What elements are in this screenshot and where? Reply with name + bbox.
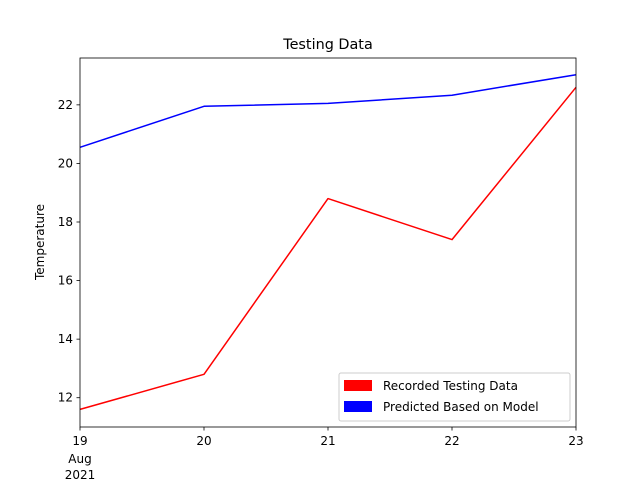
legend-label-1: Recorded Testing Data	[383, 379, 518, 393]
y-tick-label: 18	[58, 215, 73, 229]
y-tick-label: 14	[58, 332, 73, 346]
x-tick-sublabel: Aug	[68, 452, 91, 466]
y-tick-label: 16	[58, 274, 73, 288]
series-line-2	[79, 73, 577, 149]
x-tick-label: 22	[444, 434, 459, 448]
chart-title: Testing Data	[282, 37, 373, 53]
x-tick-label: 21	[320, 434, 335, 448]
legend-swatch-1	[344, 380, 372, 391]
series-layer	[79, 73, 577, 411]
legend-swatch-2	[344, 401, 372, 412]
legend-box	[338, 372, 571, 422]
x-tick-label: 20	[196, 434, 211, 448]
x-tick-label: 19	[72, 434, 87, 448]
y-tick-label: 22	[58, 98, 73, 112]
y-tick-label: 20	[58, 156, 73, 170]
x-tick-sublabel: 2021	[65, 468, 96, 480]
y-tick-label: 12	[58, 391, 73, 405]
x-tick-label: 23	[568, 434, 583, 448]
legend: Recorded Testing Data Predicted Based on …	[338, 372, 571, 422]
y-axis-label: Temperature	[33, 204, 47, 281]
legend-label-2: Predicted Based on Model	[383, 400, 539, 414]
plot-frame	[79, 57, 577, 428]
series-line-1	[79, 86, 577, 411]
